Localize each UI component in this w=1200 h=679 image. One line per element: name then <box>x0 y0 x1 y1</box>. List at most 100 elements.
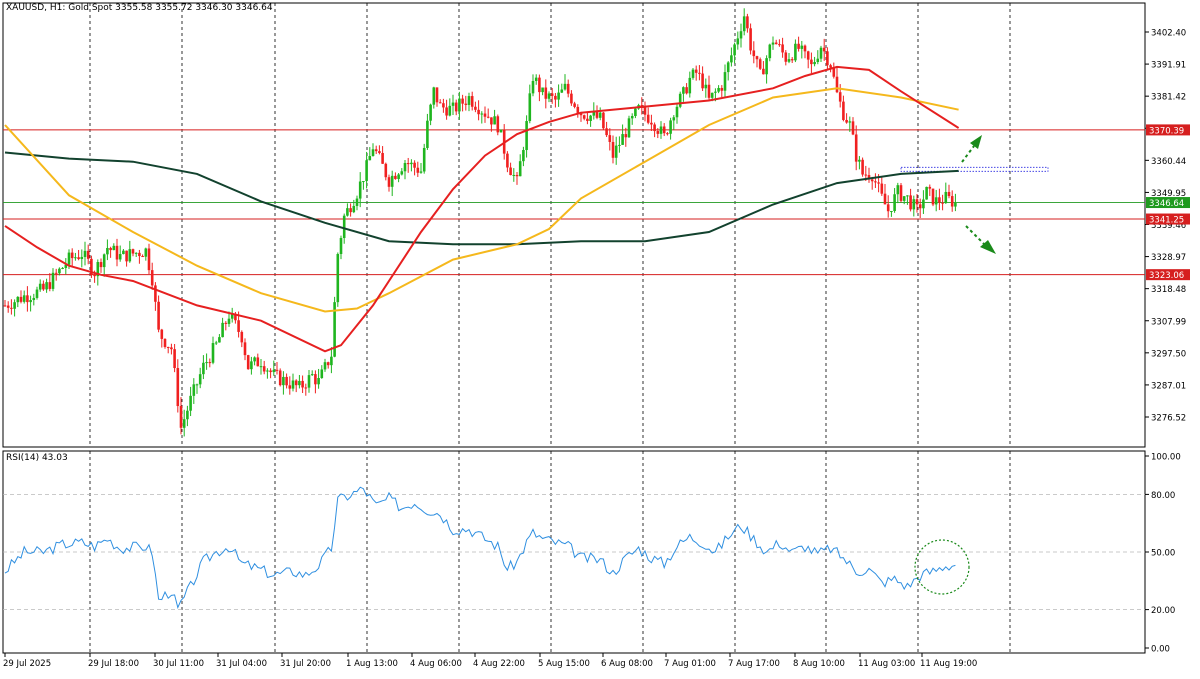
candle-body <box>147 248 151 271</box>
rsi-tick-label: 20.00 <box>1151 606 1175 616</box>
candle-body <box>544 87 548 99</box>
candle-body <box>707 84 711 98</box>
candle-body <box>944 191 948 204</box>
candle-body <box>675 106 679 118</box>
candle-body <box>394 175 397 179</box>
candle-body <box>883 193 887 205</box>
candle-body <box>262 366 266 372</box>
candle-body <box>534 77 538 82</box>
candle-body <box>678 93 682 107</box>
candle-body <box>909 195 912 210</box>
candle-body <box>253 357 256 362</box>
candle-body <box>595 111 599 118</box>
candle-body <box>870 179 874 182</box>
candle-body <box>541 87 544 93</box>
candle-body <box>554 95 557 100</box>
candle-body <box>720 87 724 91</box>
candle-body <box>742 16 746 32</box>
candle-body <box>890 211 893 213</box>
candle-body <box>26 295 29 303</box>
y-tick-label: 3360.44 <box>1151 157 1186 167</box>
y-tick-label: 3391.91 <box>1151 61 1186 71</box>
candle-body <box>285 376 288 386</box>
candle-body <box>365 160 368 182</box>
candle-body <box>384 163 388 178</box>
candle-body <box>166 346 170 348</box>
candle-body <box>896 185 900 195</box>
candle-body <box>426 120 429 148</box>
candle-body <box>266 370 269 372</box>
candle-body <box>749 28 752 51</box>
candle-body <box>669 120 672 134</box>
candle-body <box>602 112 605 129</box>
candle-body <box>256 357 260 367</box>
candle-body <box>851 121 855 135</box>
candle-body <box>227 318 231 324</box>
candle-body <box>787 59 791 62</box>
candle-body <box>51 272 55 289</box>
x-tick-label: 4 Aug 06:00 <box>410 659 462 669</box>
candle-body <box>547 93 551 99</box>
candle-body <box>16 296 20 303</box>
candle-body <box>230 313 234 319</box>
candle-body <box>659 126 663 134</box>
up-arrow-head <box>970 135 982 149</box>
candle-body <box>3 305 7 307</box>
candle-body <box>54 272 58 274</box>
level-price-tag <box>1146 213 1190 225</box>
level-price-tag-label: 3323.06 <box>1149 271 1184 281</box>
rsi-tick-label: 50.00 <box>1151 549 1175 559</box>
candle-body <box>621 134 624 145</box>
candle-body <box>752 50 756 57</box>
candle-body <box>918 204 922 209</box>
candle-body <box>531 81 535 94</box>
candle-body <box>106 247 109 255</box>
candle-body <box>195 384 199 386</box>
candle-body <box>579 112 583 116</box>
candle-body <box>314 374 317 385</box>
instrument-description: Gold Spot <box>68 3 113 13</box>
candle-body <box>326 362 330 366</box>
candle-body <box>445 107 448 116</box>
candle-body <box>214 342 218 344</box>
candle-body <box>790 59 794 61</box>
candle-body <box>643 106 647 115</box>
candle-body <box>61 267 64 269</box>
candle-body <box>611 141 615 158</box>
candle-body <box>566 83 570 94</box>
candle-body <box>80 256 84 259</box>
candle-body <box>317 378 320 385</box>
candle-body <box>336 254 340 303</box>
candle-body <box>688 77 692 94</box>
candle-body <box>499 129 503 133</box>
candle-body <box>282 376 285 386</box>
candle-body <box>797 43 800 49</box>
candle-body <box>506 153 509 168</box>
y-tick-label: 3381.42 <box>1151 93 1186 103</box>
candle-body <box>486 116 490 118</box>
candle-body <box>352 205 356 213</box>
candle-body <box>758 59 762 69</box>
candle-body <box>29 300 32 303</box>
candle-body <box>493 116 496 125</box>
candle-body <box>269 370 272 373</box>
candle-body <box>461 98 464 104</box>
candle-body <box>176 368 180 407</box>
candle-body <box>93 274 96 277</box>
y-tick-label: 3318.48 <box>1151 285 1186 295</box>
candle-body <box>512 174 516 176</box>
candle-body <box>304 387 308 389</box>
x-tick-label: 7 Aug 17:00 <box>728 659 780 669</box>
candle-body <box>845 119 848 123</box>
candle-body <box>416 167 420 173</box>
candle-body <box>259 366 263 368</box>
candle-body <box>922 199 925 209</box>
candle-body <box>323 362 327 370</box>
candle-body <box>634 108 637 117</box>
candle-body <box>160 329 164 339</box>
candle-body <box>694 69 698 73</box>
candle-body <box>307 375 311 388</box>
x-tick-label: 31 Jul 20:00 <box>280 659 331 669</box>
candle-body <box>800 45 804 49</box>
